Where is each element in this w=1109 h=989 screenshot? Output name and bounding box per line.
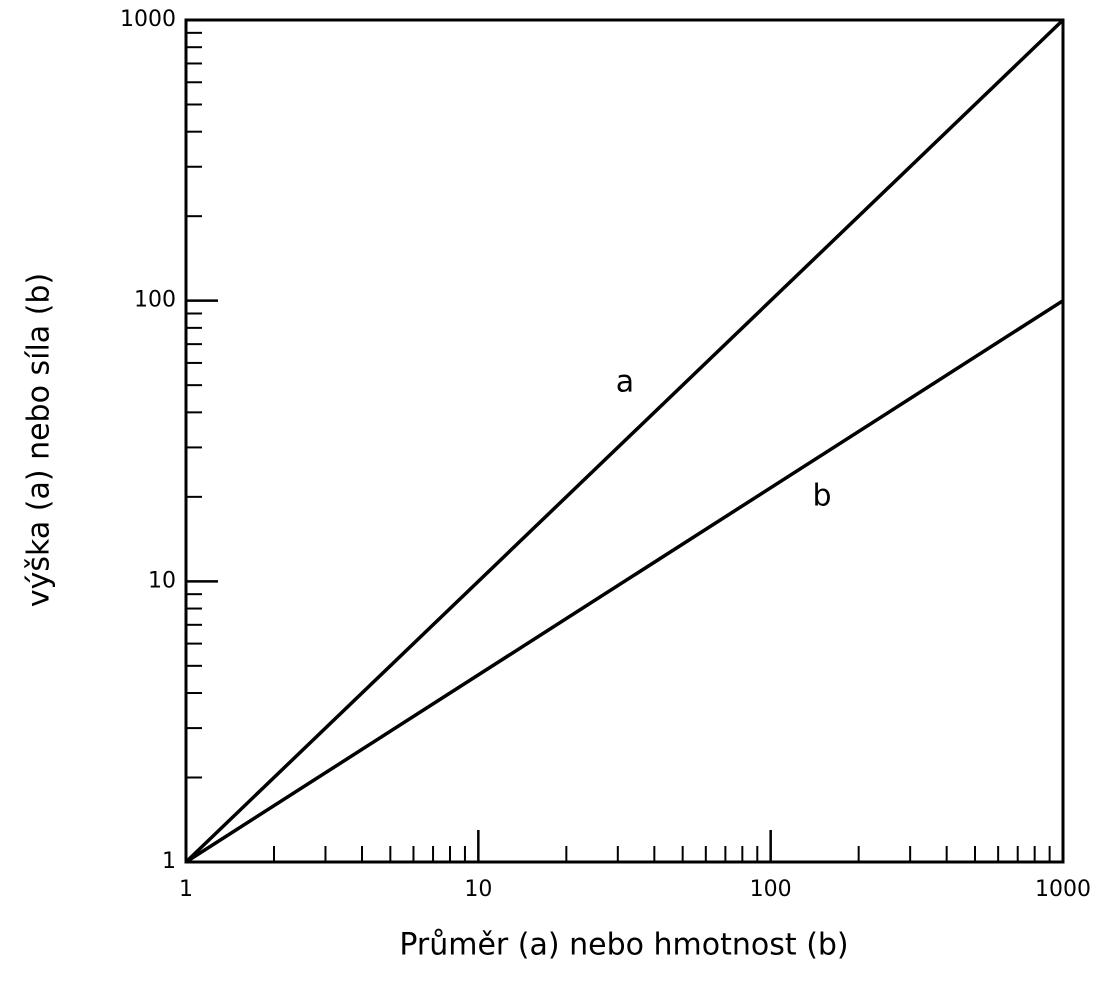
x-tick-label: 10 (464, 877, 492, 902)
series-line (184, 18, 1065, 864)
y-tick-label: 10 (148, 568, 176, 593)
series-label: a (616, 365, 634, 400)
series-line (185, 299, 1064, 864)
x-tick-label: 1000 (1035, 877, 1091, 902)
y-axis-title: výška (a) nebo síla (b) (22, 273, 57, 607)
x-tick-label: 1 (179, 877, 193, 902)
plot-frame (184, 18, 1065, 864)
y-tick-label: 1000 (120, 7, 176, 32)
series-label: b (812, 479, 831, 514)
x-axis-title: Průměr (a) nebo hmotnost (b) (399, 928, 848, 963)
x-tick-label: 100 (750, 877, 792, 902)
y-tick-label: 1 (162, 849, 176, 874)
y-tick-label: 100 (134, 288, 176, 313)
